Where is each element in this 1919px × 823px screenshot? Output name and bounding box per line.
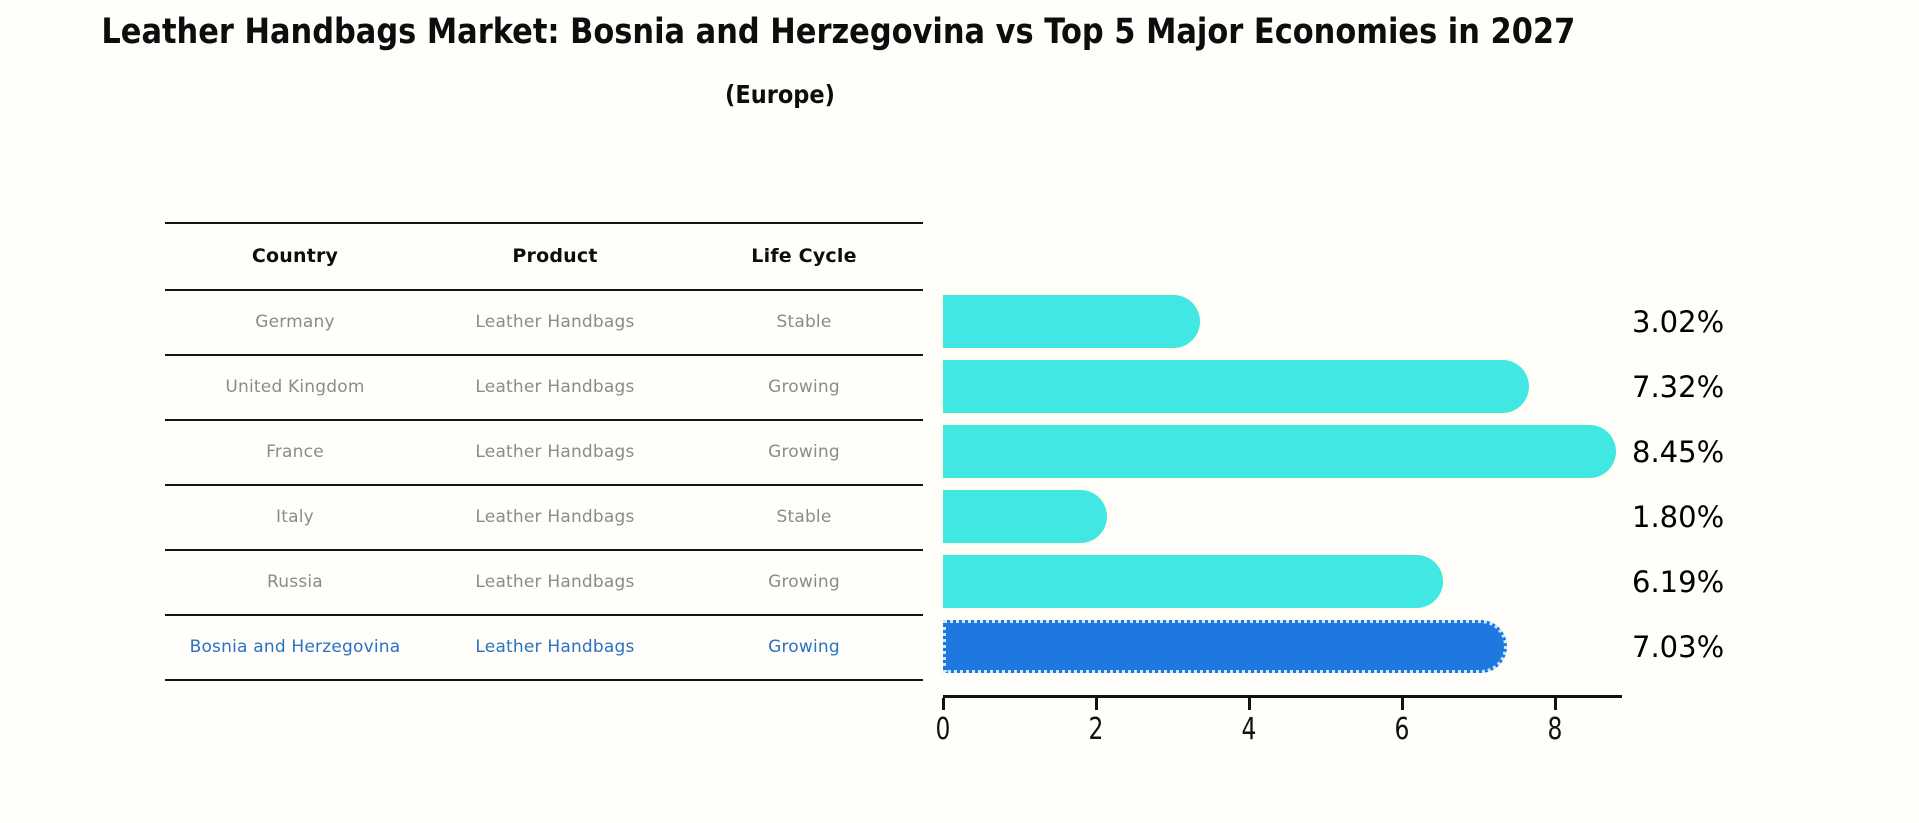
bar-value-label: 3.02% bbox=[1632, 304, 1725, 339]
bar bbox=[943, 490, 1107, 543]
table-cell-life-cycle: Growing bbox=[768, 441, 840, 462]
x-axis-tick-label: 4 bbox=[1241, 712, 1257, 747]
bar bbox=[943, 425, 1616, 478]
column-header-product: Product bbox=[512, 244, 598, 267]
table-cell-life-cycle: Stable bbox=[776, 311, 832, 332]
x-axis-tick-label: 8 bbox=[1547, 712, 1563, 747]
table-cell-product: Leather Handbags bbox=[475, 506, 635, 527]
table-rule bbox=[165, 419, 923, 421]
bar bbox=[943, 295, 1200, 348]
bar-value-label: 7.32% bbox=[1632, 369, 1725, 404]
table-cell-life-cycle: Stable bbox=[776, 506, 832, 527]
table-cell-country: Italy bbox=[276, 506, 314, 527]
table-cell-life-cycle: Growing bbox=[768, 571, 840, 592]
table-cell-product: Leather Handbags bbox=[475, 636, 635, 657]
bar-value-label: 1.80% bbox=[1632, 499, 1725, 534]
column-header-country: Country bbox=[251, 244, 339, 267]
table-cell-country: France bbox=[266, 441, 324, 462]
bar-highlighted bbox=[943, 620, 1507, 673]
x-axis-tick-mark bbox=[1554, 698, 1558, 710]
table-cell-product: Leather Handbags bbox=[475, 441, 635, 462]
table-cell-country: Germany bbox=[255, 311, 335, 332]
column-header-life-cycle: Life Cycle bbox=[751, 244, 857, 267]
table-cell-life-cycle: Growing bbox=[768, 636, 840, 657]
table-cell-product: Leather Handbags bbox=[475, 376, 635, 397]
x-axis-tick-label: 6 bbox=[1394, 712, 1410, 747]
x-axis-tick-label: 2 bbox=[1088, 712, 1104, 747]
table-row: Italy Leather Handbags Stable bbox=[165, 484, 923, 549]
table-rule bbox=[165, 614, 923, 616]
table-rule bbox=[165, 679, 923, 681]
x-axis-tick-mark bbox=[1248, 698, 1252, 710]
table-rule bbox=[165, 222, 923, 224]
table-cell-country: United Kingdom bbox=[225, 376, 365, 397]
x-axis-tick-mark bbox=[1401, 698, 1405, 710]
bar-value-label: 7.03% bbox=[1632, 629, 1725, 664]
table-cell-country: Bosnia and Herzegovina bbox=[189, 636, 401, 657]
table-cell-product: Leather Handbags bbox=[475, 571, 635, 592]
x-axis-tick-label: 0 bbox=[935, 712, 951, 747]
table-row: Bosnia and Herzegovina Leather Handbags Gr… bbox=[165, 614, 923, 679]
bar-value-label: 8.45% bbox=[1632, 434, 1725, 469]
table-rule bbox=[165, 484, 923, 486]
x-axis-tick-mark bbox=[1095, 698, 1099, 710]
table-rule bbox=[165, 289, 923, 291]
bar-value-label: 6.19% bbox=[1632, 564, 1725, 599]
table-row: Germany Leather Handbags Stable bbox=[165, 289, 923, 354]
table-rule bbox=[165, 549, 923, 551]
table-cell-product: Leather Handbags bbox=[475, 311, 635, 332]
bar bbox=[943, 360, 1529, 413]
chart-subtitle: (Europe) bbox=[725, 80, 835, 109]
table-header-row: Country Product Life Cycle bbox=[165, 222, 923, 289]
table-rule bbox=[165, 354, 923, 356]
bar bbox=[943, 555, 1443, 608]
x-axis-tick-mark bbox=[942, 698, 945, 710]
chart-title: Leather Handbags Market: Bosnia and Herz… bbox=[101, 12, 1576, 52]
table-row: United Kingdom Leather Handbags Growing bbox=[165, 354, 923, 419]
table-row: France Leather Handbags Growing bbox=[165, 419, 923, 484]
table-cell-country: Russia bbox=[267, 571, 323, 592]
x-axis-line bbox=[943, 695, 1622, 698]
table-cell-life-cycle: Growing bbox=[768, 376, 840, 397]
table-row: Russia Leather Handbags Growing bbox=[165, 549, 923, 614]
